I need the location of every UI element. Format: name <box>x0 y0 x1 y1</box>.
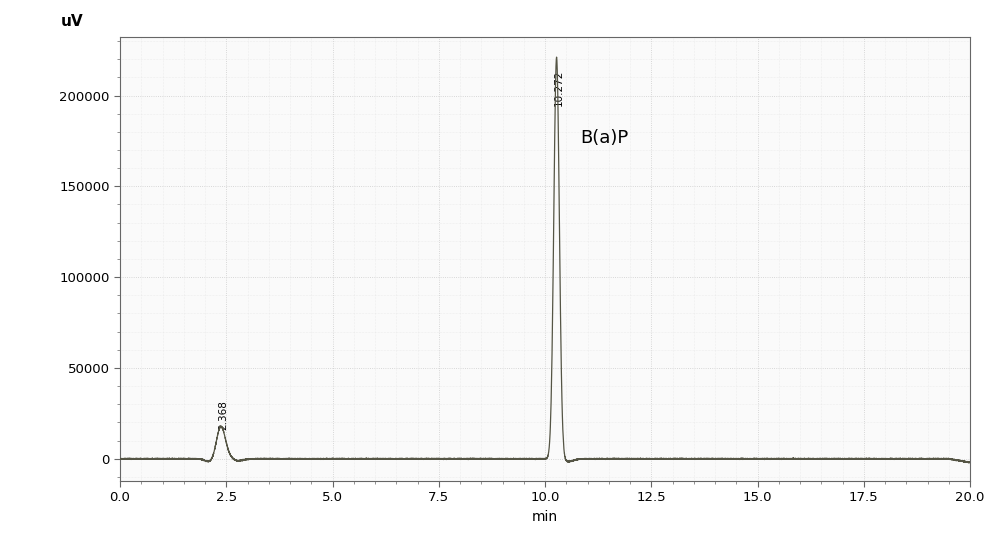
Text: B(a)P: B(a)P <box>580 129 628 147</box>
Text: 2.368: 2.368 <box>218 400 228 430</box>
X-axis label: min: min <box>532 509 558 523</box>
Text: 10.272: 10.272 <box>554 69 564 106</box>
Text: uV: uV <box>60 13 83 28</box>
